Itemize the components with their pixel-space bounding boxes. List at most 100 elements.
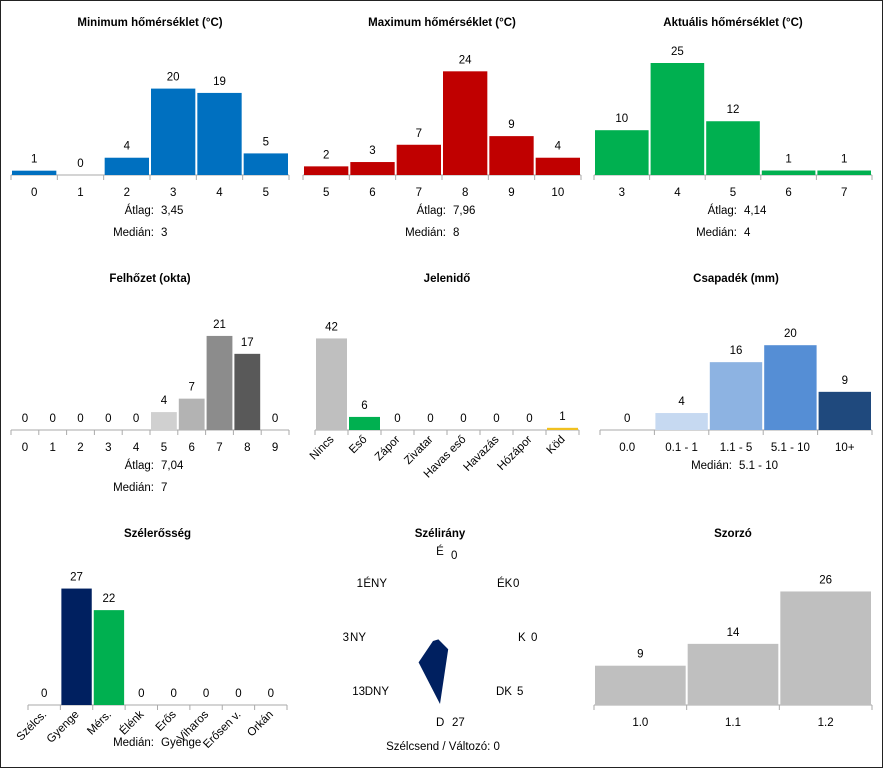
data-label: 42 bbox=[325, 321, 338, 333]
bar bbox=[535, 157, 580, 175]
tick-label: 5.1 - 10 bbox=[771, 442, 810, 454]
bar bbox=[206, 335, 233, 430]
tick-label: 7 bbox=[416, 187, 422, 199]
wind-direction-label: ÉK bbox=[497, 577, 513, 590]
data-label: 22 bbox=[103, 593, 116, 605]
stat-value: 7,04 bbox=[161, 460, 184, 472]
tick-label: 6 bbox=[785, 187, 791, 199]
stat-value: 4 bbox=[744, 227, 751, 239]
bar bbox=[780, 591, 871, 705]
tick-label: 5 bbox=[730, 187, 736, 199]
stat-label: Átlag: bbox=[125, 204, 154, 217]
tick-label: 5 bbox=[323, 187, 329, 199]
data-label: 3 bbox=[369, 145, 375, 157]
data-label: 25 bbox=[671, 46, 684, 58]
tick-label: Szélcs. bbox=[15, 709, 50, 744]
tick-label: 5 bbox=[263, 187, 269, 199]
data-label: 0 bbox=[22, 413, 28, 425]
wind-direction-value: 27 bbox=[452, 717, 465, 729]
tick-label: Élénk bbox=[117, 708, 147, 738]
tick-label: Köd bbox=[545, 434, 568, 457]
wind-direction-label: DK bbox=[496, 686, 512, 698]
bar bbox=[243, 153, 288, 175]
tick-label: 3 bbox=[105, 442, 111, 454]
data-label: 4 bbox=[124, 141, 131, 153]
wind-direction-value: 0 bbox=[451, 550, 457, 562]
bar bbox=[443, 71, 488, 175]
bar bbox=[104, 157, 149, 175]
wind-direction-value: 3 bbox=[343, 632, 349, 644]
tick-label: 5 bbox=[161, 442, 167, 454]
tick-label: 4 bbox=[133, 442, 140, 454]
tick-label: 6 bbox=[369, 187, 375, 199]
chart-title: Csapadék (mm) bbox=[693, 273, 779, 285]
data-label: 5 bbox=[263, 136, 269, 148]
wind-footer: Szélcsend / Változó: 0 bbox=[386, 741, 500, 753]
data-label: 0 bbox=[77, 413, 83, 425]
bar bbox=[61, 588, 92, 705]
chart-title: Szélerősség bbox=[124, 528, 191, 540]
stat-label: Medián: bbox=[691, 460, 732, 472]
bar bbox=[304, 166, 349, 175]
stat-value: 7 bbox=[161, 482, 167, 494]
data-label: 14 bbox=[727, 627, 740, 639]
data-label: 4 bbox=[161, 395, 168, 407]
data-label: 20 bbox=[784, 328, 797, 340]
bar bbox=[687, 643, 779, 705]
data-label: 4 bbox=[555, 141, 562, 153]
tick-label: 8 bbox=[462, 187, 468, 199]
data-label: 0 bbox=[203, 688, 209, 700]
data-label: 0 bbox=[493, 413, 499, 425]
bar bbox=[197, 92, 242, 175]
stat-label: Medián: bbox=[113, 227, 154, 239]
tick-label: 0.1 - 1 bbox=[665, 442, 698, 454]
wind-direction-label: D bbox=[436, 717, 444, 729]
bar bbox=[706, 121, 760, 175]
data-label: 27 bbox=[70, 572, 83, 584]
tick-label: 0 bbox=[22, 442, 28, 454]
stat-label: Medián: bbox=[113, 737, 154, 749]
data-label: 1 bbox=[559, 411, 565, 423]
tick-label: 7 bbox=[841, 187, 847, 199]
tick-label: 4 bbox=[674, 187, 681, 199]
tick-label: Orkán bbox=[245, 709, 276, 740]
data-label: 9 bbox=[842, 375, 848, 387]
stat-label: Átlag: bbox=[125, 459, 154, 472]
wind-rose-shape bbox=[418, 639, 449, 704]
bar bbox=[650, 63, 705, 175]
bar bbox=[817, 170, 871, 175]
bar bbox=[396, 144, 441, 175]
tick-label: 10 bbox=[551, 187, 564, 199]
tick-label: 2 bbox=[77, 442, 83, 454]
stat-value: 3,45 bbox=[161, 205, 183, 217]
bar bbox=[547, 427, 578, 430]
tick-label: 1.1 bbox=[725, 717, 741, 729]
data-label: 0 bbox=[526, 413, 532, 425]
bar bbox=[709, 362, 763, 430]
data-label: 2 bbox=[323, 149, 329, 161]
data-label: 16 bbox=[730, 345, 743, 357]
tick-label: 1 bbox=[49, 442, 55, 454]
data-label: 0 bbox=[272, 413, 278, 425]
tick-label: 6 bbox=[188, 442, 194, 454]
data-label: 0 bbox=[138, 688, 144, 700]
tick-label: Zápor bbox=[373, 434, 403, 464]
data-label: 24 bbox=[459, 54, 472, 66]
data-label: 10 bbox=[615, 113, 628, 125]
data-label: 0 bbox=[77, 158, 83, 170]
data-label: 0 bbox=[427, 413, 433, 425]
data-label: 7 bbox=[188, 382, 194, 394]
bar bbox=[12, 170, 57, 175]
tick-label: Hózápor bbox=[495, 434, 534, 473]
bar bbox=[350, 162, 395, 175]
wind-direction-value: 1 bbox=[357, 578, 363, 590]
tick-label: 1 bbox=[77, 187, 83, 199]
tick-label: 1.1 - 5 bbox=[720, 442, 753, 454]
bar bbox=[151, 412, 177, 430]
data-label: 0 bbox=[133, 413, 139, 425]
data-label: 0 bbox=[268, 688, 274, 700]
tick-label: Eső bbox=[347, 434, 370, 457]
data-label: 19 bbox=[213, 76, 226, 88]
bar bbox=[818, 391, 871, 430]
stat-label: Átlag: bbox=[708, 204, 737, 217]
